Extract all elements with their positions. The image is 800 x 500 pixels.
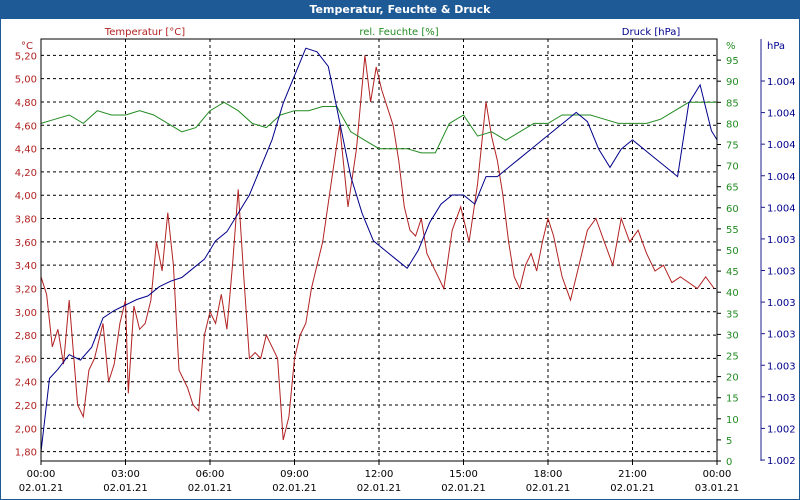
x-tick-date: 02.01.21	[357, 483, 402, 494]
tick-labels: 00:00 02.01.21 03:00 02.01.21 06:00 02.01.21 0…	[15, 41, 796, 494]
x-tick-date: 02.01.21	[272, 483, 317, 494]
humidity-tick-label: 80	[726, 119, 739, 130]
temperature-tick-label: 4,00	[15, 191, 37, 202]
x-tick-time: 21:00	[618, 469, 647, 480]
temperature-header: Temperatur [°C]	[104, 27, 185, 38]
temperature-tick-label: 1,80	[15, 448, 37, 459]
temperature-tick-label: 3,40	[15, 261, 37, 272]
humidity-header: rel. Feuchte [%]	[359, 27, 438, 38]
x-tick-time: 03:00	[111, 469, 140, 480]
pressure-header: Druck [hPa]	[622, 27, 681, 38]
humidity-tick-label: 70	[726, 162, 739, 173]
temperature-tick-label: 2,60	[15, 354, 37, 365]
pressure-tick-label: 1.004	[767, 109, 796, 120]
x-tick-date: 02.01.21	[610, 483, 655, 494]
temperature-series-line	[40, 55, 715, 441]
x-tick-date: 02.01.21	[526, 483, 571, 494]
x-tick-time: 12:00	[365, 469, 394, 480]
pressure-tick-label: 1.002	[767, 424, 796, 435]
x-tick-time: 00:00	[27, 469, 56, 480]
humidity-tick-label: 20	[726, 373, 739, 384]
temperature-tick-label: 4,60	[15, 121, 37, 132]
temperature-tick-label: 2,80	[15, 331, 37, 342]
pressure-tick-label: 1.004	[767, 77, 796, 88]
temperature-tick-label: 2,00	[15, 424, 37, 435]
humidity-tick-label: 15	[726, 394, 739, 405]
temperature-tick-label: 2,20	[15, 401, 37, 412]
x-tick-time: 06:00	[196, 469, 225, 480]
temperature-tick-label: 5,20	[15, 51, 37, 62]
temperature-tick-label: 2,40	[15, 378, 37, 389]
pressure-tick-label: 1.003	[767, 361, 796, 372]
pressure-series-line	[40, 47, 718, 452]
x-tick-time: 00:00	[703, 469, 732, 480]
pressure-tick-label: 1.003	[767, 393, 796, 404]
x-tick-time: 09:00	[280, 469, 309, 480]
humidity-tick-label: 75	[726, 141, 739, 152]
pressure-tick-label: 1.004	[767, 140, 796, 151]
pressure-tick-label: 1.002	[767, 456, 796, 467]
pressure-tick-label: 1.003	[767, 267, 796, 278]
humidity-series-line	[40, 101, 717, 154]
humidity-tick-label: 0	[726, 457, 732, 468]
humidity-unit-label: %	[726, 41, 736, 52]
humidity-tick-label: 35	[726, 309, 739, 320]
x-tick-date: 02.01.21	[103, 483, 148, 494]
pressure-tick-label: 1.003	[767, 235, 796, 246]
humidity-tick-label: 5	[726, 436, 732, 447]
series-lines	[40, 47, 718, 452]
temperature-tick-label: 4,20	[15, 168, 37, 179]
x-tick-date: 02.01.21	[188, 483, 233, 494]
temperature-tick-label: 3,20	[15, 284, 37, 295]
x-tick-time: 18:00	[534, 469, 563, 480]
plot-frame	[40, 38, 718, 462]
x-tick-date: 02.01.21	[441, 483, 486, 494]
temperature-tick-label: 5,00	[15, 75, 37, 86]
humidity-tick-label: 25	[726, 352, 739, 363]
temperature-unit-label: °C	[21, 41, 33, 52]
humidity-tick-label: 90	[726, 77, 739, 88]
series-headers: Temperatur [°C] rel. Feuchte [%] Druck [hP…	[104, 27, 681, 38]
humidity-tick-label: 40	[726, 288, 739, 299]
pressure-tick-label: 1.004	[767, 172, 796, 183]
pressure-unit-label: hPa	[767, 41, 785, 52]
humidity-tick-label: 10	[726, 415, 739, 426]
x-tick-date: 02.01.21	[19, 483, 64, 494]
x-tick-date: 03.01.21	[695, 483, 740, 494]
humidity-tick-label: 65	[726, 183, 739, 194]
humidity-tick-label: 95	[726, 56, 739, 67]
humidity-tick-label: 85	[726, 98, 739, 109]
temperature-tick-label: 4,80	[15, 98, 37, 109]
pressure-tick-label: 1.003	[767, 330, 796, 341]
temperature-tick-label: 4,40	[15, 145, 37, 156]
humidity-tick-label: 60	[726, 204, 739, 215]
humidity-tick-label: 50	[726, 246, 739, 257]
humidity-tick-label: 45	[726, 267, 739, 278]
temperature-tick-label: 3,80	[15, 215, 37, 226]
pressure-tick-label: 1.003	[767, 298, 796, 309]
temperature-tick-label: 3,00	[15, 308, 37, 319]
pressure-tick-label: 1.004	[767, 203, 796, 214]
humidity-tick-label: 30	[726, 330, 739, 341]
humidity-tick-label: 55	[726, 225, 739, 236]
window-title: Temperatur, Feuchte & Druck	[1, 1, 799, 19]
x-tick-time: 15:00	[449, 469, 478, 480]
temperature-tick-label: 3,60	[15, 238, 37, 249]
